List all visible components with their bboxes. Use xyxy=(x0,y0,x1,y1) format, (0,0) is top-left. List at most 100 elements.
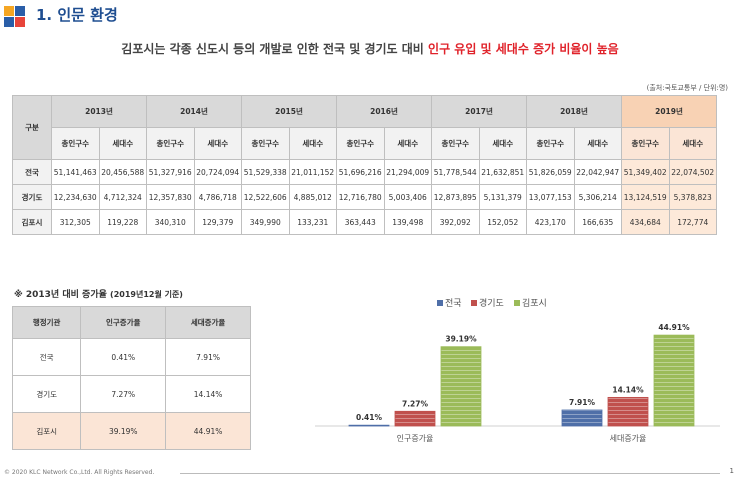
year-header: 2015년 xyxy=(241,95,337,128)
growth-note-main: ※ 2013년 대비 증가율 xyxy=(14,290,107,300)
source-note: (출처:국토교통부 / 단위:명) xyxy=(646,84,728,92)
table-cell: 13,077,153 xyxy=(526,184,575,210)
summary-prefix: 김포시는 각종 신도시 등의 개발로 인한 전국 및 경기도 대비 xyxy=(121,42,429,56)
table-row: 전국 0.41% 7.91% xyxy=(11,338,251,376)
table-cell: 21,632,851 xyxy=(478,159,527,185)
table-cell: 51,327,916 xyxy=(146,159,195,185)
table-cell: 166,635 xyxy=(573,209,622,235)
rate-header-pop: 인구증가율 xyxy=(80,306,167,339)
legend-swatch xyxy=(514,300,520,306)
year-header: 2013년 xyxy=(51,95,147,128)
table-cell: 22,074,502 xyxy=(668,159,717,185)
households-header: 세대수 xyxy=(288,127,337,160)
table-cell: 12,357,830 xyxy=(146,184,195,210)
summary-highlight: 인구 유입 및 세대수 증가 비율이 높음 xyxy=(428,42,619,56)
bar-value-label: 39.19% xyxy=(445,335,477,344)
households-header: 세대수 xyxy=(383,127,432,160)
legend-swatch xyxy=(471,300,477,306)
rate-pop: 0.41% xyxy=(80,338,167,376)
table-cell: 4,712,324 xyxy=(98,184,147,210)
table-cell: 51,778,544 xyxy=(431,159,480,185)
table-row: 전국 51,141,463 20,456,588 51,327,916 20,724,0… xyxy=(12,159,717,185)
table-cell: 4,885,012 xyxy=(288,184,337,210)
households-header: 세대수 xyxy=(98,127,147,160)
table-cell: 20,724,094 xyxy=(193,159,242,185)
total-pop-header: 총인구수 xyxy=(431,127,480,160)
table-cell: 51,826,059 xyxy=(526,159,575,185)
footer-divider xyxy=(180,473,720,474)
table-cell: 5,378,823 xyxy=(668,184,717,210)
table-cell: 133,231 xyxy=(288,209,337,235)
table-cell: 152,052 xyxy=(478,209,527,235)
row-label: 경기도 xyxy=(12,184,52,210)
legend-label: 김포시 xyxy=(522,297,547,309)
total-pop-header: 총인구수 xyxy=(51,127,100,160)
section-logo-icon xyxy=(4,6,26,28)
bar-김포시-인구증가율 xyxy=(440,346,482,427)
total-pop-header: 총인구수 xyxy=(146,127,195,160)
legend-label: 경기도 xyxy=(479,297,504,309)
households-header: 세대수 xyxy=(668,127,717,160)
rate-pop: 7.27% xyxy=(80,375,167,413)
households-header: 세대수 xyxy=(478,127,527,160)
table-cell: 363,443 xyxy=(336,209,385,235)
table-cell: 5,306,214 xyxy=(573,184,622,210)
category-label: 세대증가율 xyxy=(610,434,647,443)
table-cell: 349,990 xyxy=(241,209,290,235)
category-label: 인구증가율 xyxy=(397,433,434,443)
growth-note: ※ 2013년 대비 증가율 (2019년12월 기준) xyxy=(14,287,183,300)
page-number: 1 xyxy=(729,467,734,475)
table-row: 김포시 39.19% 44.91% xyxy=(11,412,251,450)
rate-hh: 7.91% xyxy=(165,338,251,376)
bar-value-label: 44.91% xyxy=(658,323,690,332)
section-title: 1. 인문 환경 xyxy=(36,6,118,24)
total-pop-header: 총인구수 xyxy=(336,127,385,160)
growth-bar-chart: 전국 경기도 김포시 0.41% 7.27% 39.19% 인구증가율 7.91% 14.14%… xyxy=(315,297,720,443)
total-pop-header: 총인구수 xyxy=(526,127,575,160)
table-row: 경기도 12,234,630 4,712,324 12,357,830 4,786,71… xyxy=(12,184,717,210)
table-row: 김포시 312,305 119,228 340,310 129,379 349,990 13… xyxy=(12,209,717,235)
table-cell: 129,379 xyxy=(193,209,242,235)
table-cell: 51,696,216 xyxy=(336,159,385,185)
table-cell: 340,310 xyxy=(146,209,195,235)
rate-label: 경기도 xyxy=(11,375,82,413)
row-label: 김포시 xyxy=(12,209,52,235)
table-cell: 12,522,606 xyxy=(241,184,290,210)
row-label: 전국 xyxy=(12,159,52,185)
year-header: 2017년 xyxy=(431,95,527,128)
bar-value-label: 7.27% xyxy=(402,399,429,408)
bar-전국-인구증가율 xyxy=(348,424,390,427)
legend-label: 전국 xyxy=(445,298,462,309)
table-cell: 51,349,402 xyxy=(621,159,670,185)
table-cell: 21,011,152 xyxy=(288,159,337,185)
rate-hh: 14.14% xyxy=(165,375,251,413)
table-cell: 392,092 xyxy=(431,209,480,235)
copyright: © 2020 KLC Network Co.,Ltd. All Rights R… xyxy=(4,469,155,476)
households-header: 세대수 xyxy=(573,127,622,160)
bar-value-label: 14.14% xyxy=(612,385,644,394)
table-cell: 51,141,463 xyxy=(51,159,100,185)
year-header: 2016년 xyxy=(336,95,432,128)
table-corner: 구분 xyxy=(12,95,52,160)
table-cell: 423,170 xyxy=(526,209,575,235)
table-row: 경기도 7.27% 14.14% xyxy=(11,375,251,413)
year-header: 2014년 xyxy=(146,95,242,128)
table-cell: 12,234,630 xyxy=(51,184,100,210)
table-cell: 5,003,406 xyxy=(383,184,432,210)
table-cell: 51,529,338 xyxy=(241,159,290,185)
growth-rate-table: 행정기관 인구증가율 세대증가율 전국 0.41% 7.91% 경기도 7.27… xyxy=(11,306,251,450)
rate-label: 전국 xyxy=(11,338,82,376)
table-cell: 434,684 xyxy=(621,209,670,235)
rate-header-agency: 행정기관 xyxy=(11,306,82,339)
rate-label: 김포시 xyxy=(11,412,82,450)
table-cell: 21,294,009 xyxy=(383,159,432,185)
table-cell: 12,716,780 xyxy=(336,184,385,210)
growth-note-sub: (2019년12월 기준) xyxy=(110,290,183,299)
table-cell: 312,305 xyxy=(51,209,100,235)
table-cell: 12,873,895 xyxy=(431,184,480,210)
table-cell: 5,131,379 xyxy=(478,184,527,210)
table-cell: 119,228 xyxy=(98,209,147,235)
legend-swatch xyxy=(437,300,443,306)
rate-pop: 39.19% xyxy=(80,412,167,450)
table-cell: 139,498 xyxy=(383,209,432,235)
